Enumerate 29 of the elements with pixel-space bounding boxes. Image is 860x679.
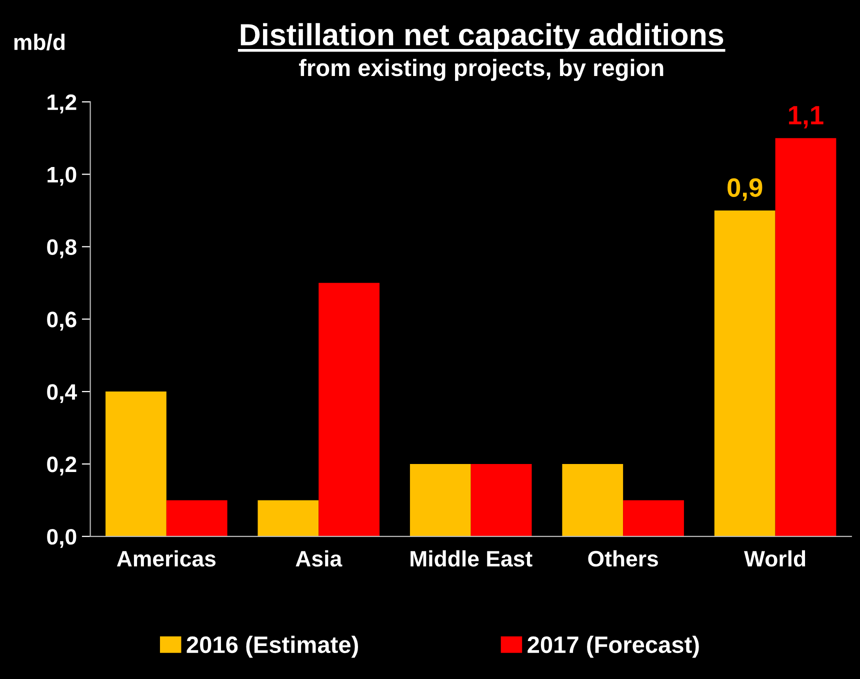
x-tick-label: Asia	[296, 550, 342, 567]
bar	[562, 464, 624, 536]
legend-label: 2016 (Estimate)	[186, 636, 358, 658]
bar	[714, 210, 776, 536]
y-tick-label: 0,2	[47, 456, 76, 476]
x-tick-label: Others	[588, 550, 658, 567]
bar	[775, 138, 836, 536]
x-tick-label: World	[744, 550, 806, 567]
data-label: 1,1	[789, 106, 824, 128]
y-tick-label: 0,4	[47, 384, 77, 404]
y-tick-label: 0,0	[47, 528, 76, 548]
bar	[258, 500, 319, 536]
y-tick-label: 1,0	[48, 166, 76, 186]
chart-subtitle: from existing projects, by region	[298, 58, 664, 81]
y-tick-label: 1,2	[48, 94, 76, 114]
bar	[623, 500, 684, 536]
legend-label: 2017 (Forecast)	[528, 636, 699, 658]
bar	[166, 500, 228, 536]
x-tick-label: Americas	[116, 550, 216, 567]
data-label: 0,9	[728, 178, 762, 201]
chart-title: Distillation net capacity additions	[240, 23, 724, 52]
y-tick-label: 0,8	[47, 239, 76, 258]
y-tick-label: 0,6	[47, 312, 76, 331]
x-tick-label: Middle East	[410, 550, 532, 567]
bar	[410, 464, 471, 536]
bar	[318, 282, 380, 536]
bar	[106, 392, 166, 536]
bar	[470, 464, 532, 536]
y-axis-title: mb/d	[14, 34, 65, 50]
